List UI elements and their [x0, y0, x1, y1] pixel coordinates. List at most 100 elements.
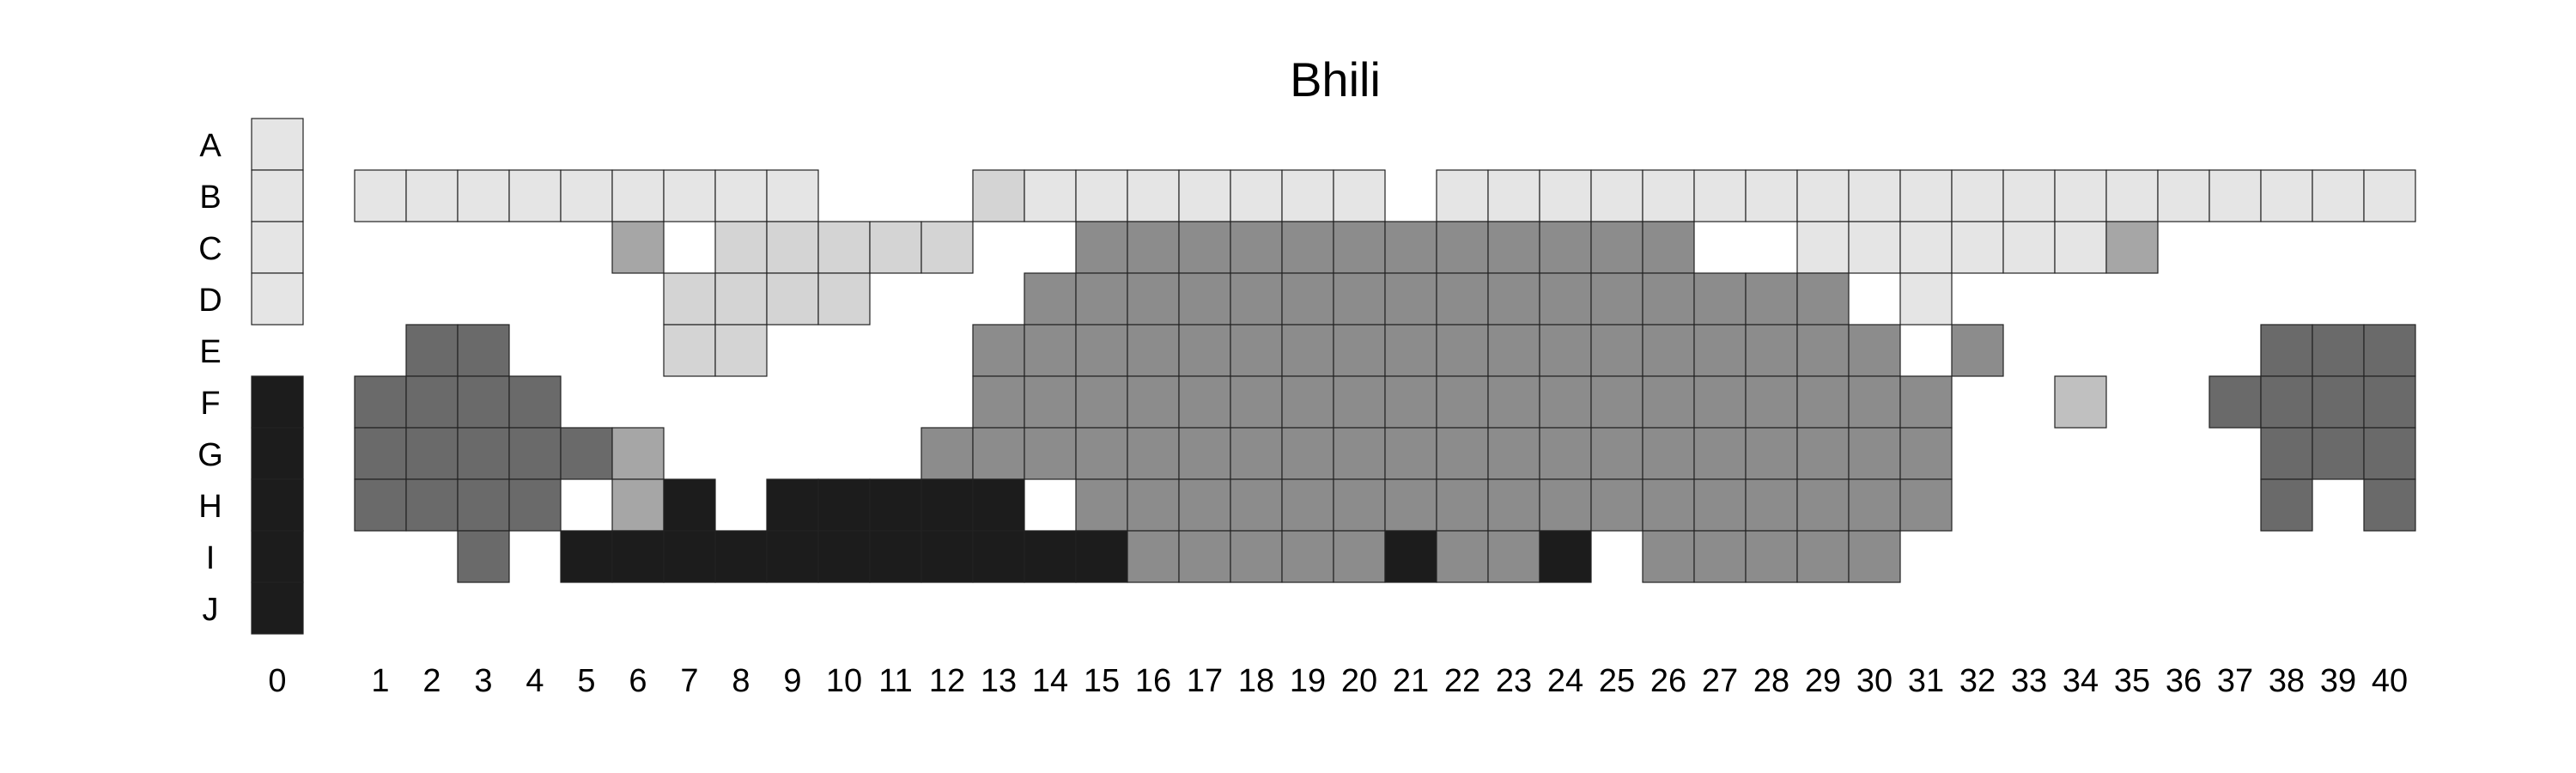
heatmap-cell-D-17 [1178, 272, 1231, 326]
column-label-31: 31 [1908, 663, 1944, 699]
row-label-J: J [203, 592, 219, 628]
heatmap-cell-H-26 [1642, 478, 1695, 532]
column-label-8: 8 [732, 663, 750, 699]
heatmap-cell-I-7 [663, 530, 716, 583]
heatmap-cell-H-28 [1745, 478, 1798, 532]
heatmap-cell-H-1 [354, 478, 407, 532]
heatmap-cell-I-9 [766, 530, 819, 583]
heatmap-cell-H-31 [1899, 478, 1953, 532]
heatmap-cell-C-23 [1487, 221, 1540, 274]
heatmap-cell-C-17 [1178, 221, 1231, 274]
heatmap-cell-H-13 [972, 478, 1025, 532]
heatmap-cell-G-5 [560, 427, 613, 480]
heatmap-cell-G-17 [1178, 427, 1231, 480]
column-label-9: 9 [783, 663, 801, 699]
heatmap-cell-D-29 [1796, 272, 1850, 326]
heatmap-cell-E-40 [2363, 324, 2416, 377]
heatmap-cell-B-23 [1487, 169, 1540, 222]
heatmap-cell-F-0 [251, 375, 304, 429]
heatmap-cell-C-12 [920, 221, 974, 274]
heatmap-cell-B-17 [1178, 169, 1231, 222]
heatmap-cell-B-1 [354, 169, 407, 222]
column-label-30: 30 [1856, 663, 1893, 699]
heatmap-cell-B-8 [714, 169, 768, 222]
heatmap-cell-F-15 [1075, 375, 1128, 429]
heatmap-cell-D-24 [1539, 272, 1592, 326]
heatmap-cell-E-3 [457, 324, 510, 377]
heatmap-cell-G-29 [1796, 427, 1850, 480]
heatmap-cell-B-29 [1796, 169, 1850, 222]
column-label-24: 24 [1547, 663, 1583, 699]
heatmap-cell-I-26 [1642, 530, 1695, 583]
heatmap-cell-D-27 [1693, 272, 1747, 326]
heatmap-cell-H-23 [1487, 478, 1540, 532]
row-label-B: B [199, 180, 221, 216]
heatmap-cell-G-40 [2363, 427, 2416, 480]
column-label-5: 5 [577, 663, 595, 699]
heatmap-cell-D-15 [1075, 272, 1128, 326]
heatmap-cell-G-15 [1075, 427, 1128, 480]
heatmap-cell-E-25 [1590, 324, 1643, 377]
heatmap-cell-I-10 [817, 530, 871, 583]
heatmap-cell-H-17 [1178, 478, 1231, 532]
heatmap-cell-F-24 [1539, 375, 1592, 429]
column-label-13: 13 [981, 663, 1017, 699]
column-label-22: 22 [1444, 663, 1480, 699]
heatmap-cell-B-30 [1848, 169, 1901, 222]
column-label-23: 23 [1496, 663, 1532, 699]
column-label-27: 27 [1702, 663, 1738, 699]
column-label-19: 19 [1290, 663, 1326, 699]
heatmap-cell-G-30 [1848, 427, 1901, 480]
heatmap-cell-I-12 [920, 530, 974, 583]
heatmap-cell-I-27 [1693, 530, 1747, 583]
heatmap-cell-F-14 [1024, 375, 1077, 429]
heatmap-cell-G-2 [405, 427, 459, 480]
heatmap-cell-C-25 [1590, 221, 1643, 274]
heatmap-cell-B-25 [1590, 169, 1643, 222]
heatmap-cell-E-8 [714, 324, 768, 377]
heatmap-cell-C-9 [766, 221, 819, 274]
row-label-G: G [197, 437, 223, 473]
heatmap-cell-E-32 [1951, 324, 2004, 377]
heatmap-cell-G-16 [1127, 427, 1180, 480]
column-label-1: 1 [371, 663, 389, 699]
heatmap-cell-I-22 [1436, 530, 1489, 583]
heatmap-cell-E-2 [405, 324, 459, 377]
heatmap-cell-H-20 [1333, 478, 1386, 532]
heatmap-cell-G-6 [611, 427, 665, 480]
heatmap-cell-C-0 [251, 221, 304, 274]
heatmap-cell-D-8 [714, 272, 768, 326]
heatmap-cell-B-0 [251, 169, 304, 222]
heatmap-cell-D-20 [1333, 272, 1386, 326]
heatmap-cell-G-23 [1487, 427, 1540, 480]
heatmap-cell-I-19 [1281, 530, 1334, 583]
heatmap-cell-H-27 [1693, 478, 1747, 532]
heatmap-cell-B-14 [1024, 169, 1077, 222]
heatmap-cell-B-4 [508, 169, 562, 222]
heatmap-cell-D-25 [1590, 272, 1643, 326]
heatmap-cell-H-2 [405, 478, 459, 532]
column-label-17: 17 [1187, 663, 1223, 699]
heatmap-cell-C-33 [2002, 221, 2056, 274]
heatmap-cell-E-15 [1075, 324, 1128, 377]
heatmap-cell-E-22 [1436, 324, 1489, 377]
heatmap-cell-I-24 [1539, 530, 1592, 583]
column-label-15: 15 [1084, 663, 1120, 699]
row-label-F: F [200, 386, 220, 422]
heatmap-cell-G-14 [1024, 427, 1077, 480]
heatmap-cell-B-6 [611, 169, 665, 222]
heatmap-cell-F-40 [2363, 375, 2416, 429]
column-label-3: 3 [474, 663, 492, 699]
column-label-28: 28 [1753, 663, 1789, 699]
column-label-14: 14 [1032, 663, 1068, 699]
heatmap-cell-C-34 [2054, 221, 2107, 274]
heatmap-cell-I-28 [1745, 530, 1798, 583]
heatmap-cell-H-25 [1590, 478, 1643, 532]
column-label-16: 16 [1135, 663, 1171, 699]
column-label-36: 36 [2166, 663, 2202, 699]
heatmap-cell-B-39 [2312, 169, 2365, 222]
heatmap-cell-E-18 [1230, 324, 1283, 377]
row-label-C: C [198, 231, 222, 267]
heatmap-cell-B-22 [1436, 169, 1489, 222]
